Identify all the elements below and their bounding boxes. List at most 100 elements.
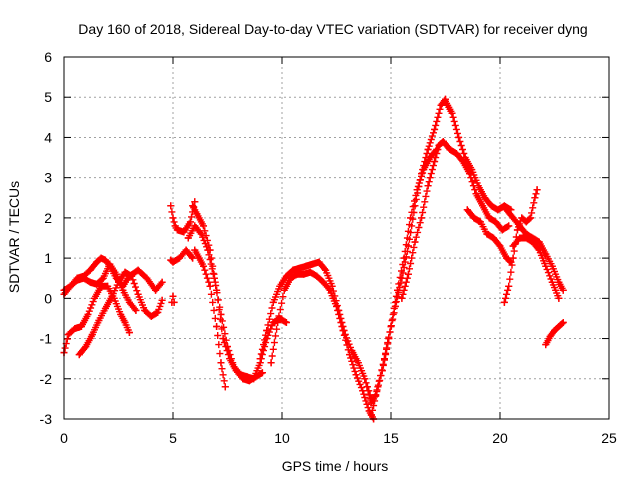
data-point	[200, 262, 208, 270]
data-point	[182, 246, 190, 254]
x-axis-label: GPS time / hours	[282, 458, 389, 474]
series-trace-1	[60, 282, 133, 357]
data-point	[548, 262, 556, 270]
data-point	[173, 226, 181, 234]
y-tick-label: 0	[44, 290, 52, 306]
data-point	[465, 170, 473, 178]
data-point	[230, 363, 238, 371]
data-point	[300, 270, 308, 278]
data-point	[481, 194, 489, 202]
data-point	[170, 298, 178, 306]
data-point	[555, 278, 563, 286]
data-point	[206, 282, 214, 290]
data-point	[95, 316, 103, 324]
data-point	[439, 137, 447, 145]
data-point	[487, 202, 495, 210]
data-point	[293, 270, 301, 278]
data-point	[154, 308, 162, 316]
data-point	[322, 266, 330, 274]
series-trace-4	[75, 268, 166, 359]
data-point	[180, 228, 188, 236]
data-point	[348, 347, 356, 355]
data-point	[186, 218, 194, 226]
data-point	[546, 333, 554, 341]
data-point	[394, 286, 402, 294]
data-point	[500, 298, 508, 306]
data-point	[509, 214, 517, 222]
data-point	[339, 327, 347, 335]
data-point	[191, 198, 199, 206]
data-point	[224, 343, 231, 351]
data-point	[424, 146, 432, 154]
data-point	[267, 359, 275, 367]
data-point	[141, 306, 149, 314]
data-point	[326, 286, 334, 294]
data-point	[134, 290, 142, 298]
grid-lines	[64, 57, 609, 419]
data-point	[489, 234, 497, 242]
data-point	[437, 101, 445, 109]
data-point	[158, 278, 166, 286]
data-point	[152, 286, 160, 294]
data-point	[313, 272, 321, 280]
data-point	[115, 278, 122, 286]
data-point	[217, 359, 225, 367]
data-point	[108, 292, 116, 300]
y-tick-label: -2	[40, 371, 53, 387]
data-point	[411, 238, 419, 246]
data-point	[73, 274, 81, 282]
data-point	[333, 302, 340, 310]
data-point	[306, 268, 314, 276]
series-trace-6	[167, 246, 197, 266]
data-point	[104, 282, 112, 290]
data-point	[143, 274, 151, 282]
plot-frame	[63, 56, 610, 420]
data-point	[361, 375, 369, 383]
data-point	[529, 238, 537, 246]
data-point	[280, 286, 288, 294]
data-point	[213, 322, 221, 330]
x-tick-label: 15	[383, 430, 399, 446]
data-point	[169, 214, 177, 222]
data-point	[446, 146, 454, 154]
data-point	[413, 186, 421, 194]
data-point	[548, 278, 556, 286]
data-point	[551, 327, 558, 335]
data-point	[505, 282, 513, 290]
y-tick-label: 6	[44, 49, 52, 65]
y-tick-label: 5	[44, 89, 52, 105]
data-point	[263, 327, 271, 335]
data-point	[472, 190, 480, 198]
data-point	[516, 222, 524, 230]
x-tick-label: 25	[601, 430, 617, 446]
data-point	[302, 262, 310, 270]
data-point	[470, 214, 478, 222]
data-point	[200, 222, 208, 230]
data-point	[500, 202, 508, 210]
series-trace-15	[398, 137, 447, 302]
data-point	[374, 383, 382, 391]
x-tick-label: 5	[169, 430, 177, 446]
series-trace-21	[509, 234, 563, 302]
y-tick-label: -1	[40, 331, 53, 347]
data-point	[132, 306, 140, 314]
data-point	[204, 246, 212, 254]
data-point	[125, 329, 133, 337]
data-point	[483, 230, 491, 238]
series-trace-7	[168, 292, 178, 306]
data-point	[559, 286, 567, 294]
data-point	[210, 274, 218, 282]
data-point	[282, 318, 290, 326]
axis-ticks: -3 -2 -1 0 1 2 3 4 5 6 0 5 10 15 20 25	[40, 49, 617, 446]
data-point	[354, 359, 362, 367]
data-point	[282, 272, 290, 280]
x-tick-label: 10	[274, 430, 290, 446]
data-point	[99, 274, 107, 282]
data-point	[315, 258, 323, 266]
data-point	[398, 294, 406, 302]
data-point	[387, 322, 395, 330]
data-point	[71, 325, 79, 332]
y-tick-label: 4	[44, 129, 52, 145]
